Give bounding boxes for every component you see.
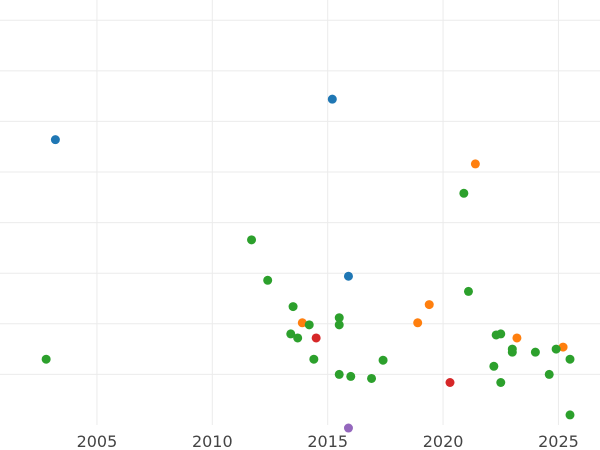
grid-layer <box>0 0 600 425</box>
data-point-blue <box>50 135 60 145</box>
data-point-blue <box>343 271 353 281</box>
data-point-green <box>459 188 469 198</box>
data-point-red <box>311 333 321 343</box>
data-point-green <box>507 344 517 354</box>
data-point-purple <box>343 423 353 433</box>
data-point-green <box>551 344 561 354</box>
data-point-green <box>288 302 298 312</box>
data-point-green <box>247 235 257 245</box>
data-point-orange <box>558 342 568 352</box>
data-point-orange <box>470 159 480 169</box>
data-point-green <box>334 313 344 323</box>
x-tick-label: 2015 <box>307 432 348 450</box>
data-point-green <box>263 275 273 285</box>
data-point-orange <box>424 300 434 310</box>
data-point-green <box>544 369 554 379</box>
data-point-green <box>565 410 575 420</box>
data-point-green <box>41 354 51 364</box>
data-point-green <box>489 361 499 371</box>
data-point-green <box>530 347 540 357</box>
x-tick-labels: 2005 2010 2015 2020 2025 <box>77 432 579 450</box>
points-layer <box>41 94 575 433</box>
x-tick-label: 2025 <box>538 432 579 450</box>
data-point-green <box>309 354 319 364</box>
data-point-orange <box>413 318 423 328</box>
data-point-green <box>293 333 303 343</box>
data-point-green <box>565 354 575 364</box>
x-tick-label: 2020 <box>423 432 464 450</box>
data-point-green <box>463 286 473 296</box>
data-point-blue <box>327 94 337 104</box>
data-point-green <box>334 320 344 330</box>
x-tick-label: 2010 <box>192 432 233 450</box>
data-point-green <box>378 355 388 365</box>
data-point-green <box>346 371 356 381</box>
data-point-green <box>496 378 506 387</box>
data-point-green <box>496 329 506 339</box>
data-point-red <box>445 378 455 387</box>
data-point-green <box>286 329 296 339</box>
data-point-green <box>304 320 314 330</box>
data-point-orange <box>512 333 522 343</box>
data-point-orange <box>297 318 307 328</box>
data-point-green <box>367 373 377 383</box>
data-point-green <box>334 369 344 379</box>
x-tick-label: 2005 <box>77 432 118 450</box>
